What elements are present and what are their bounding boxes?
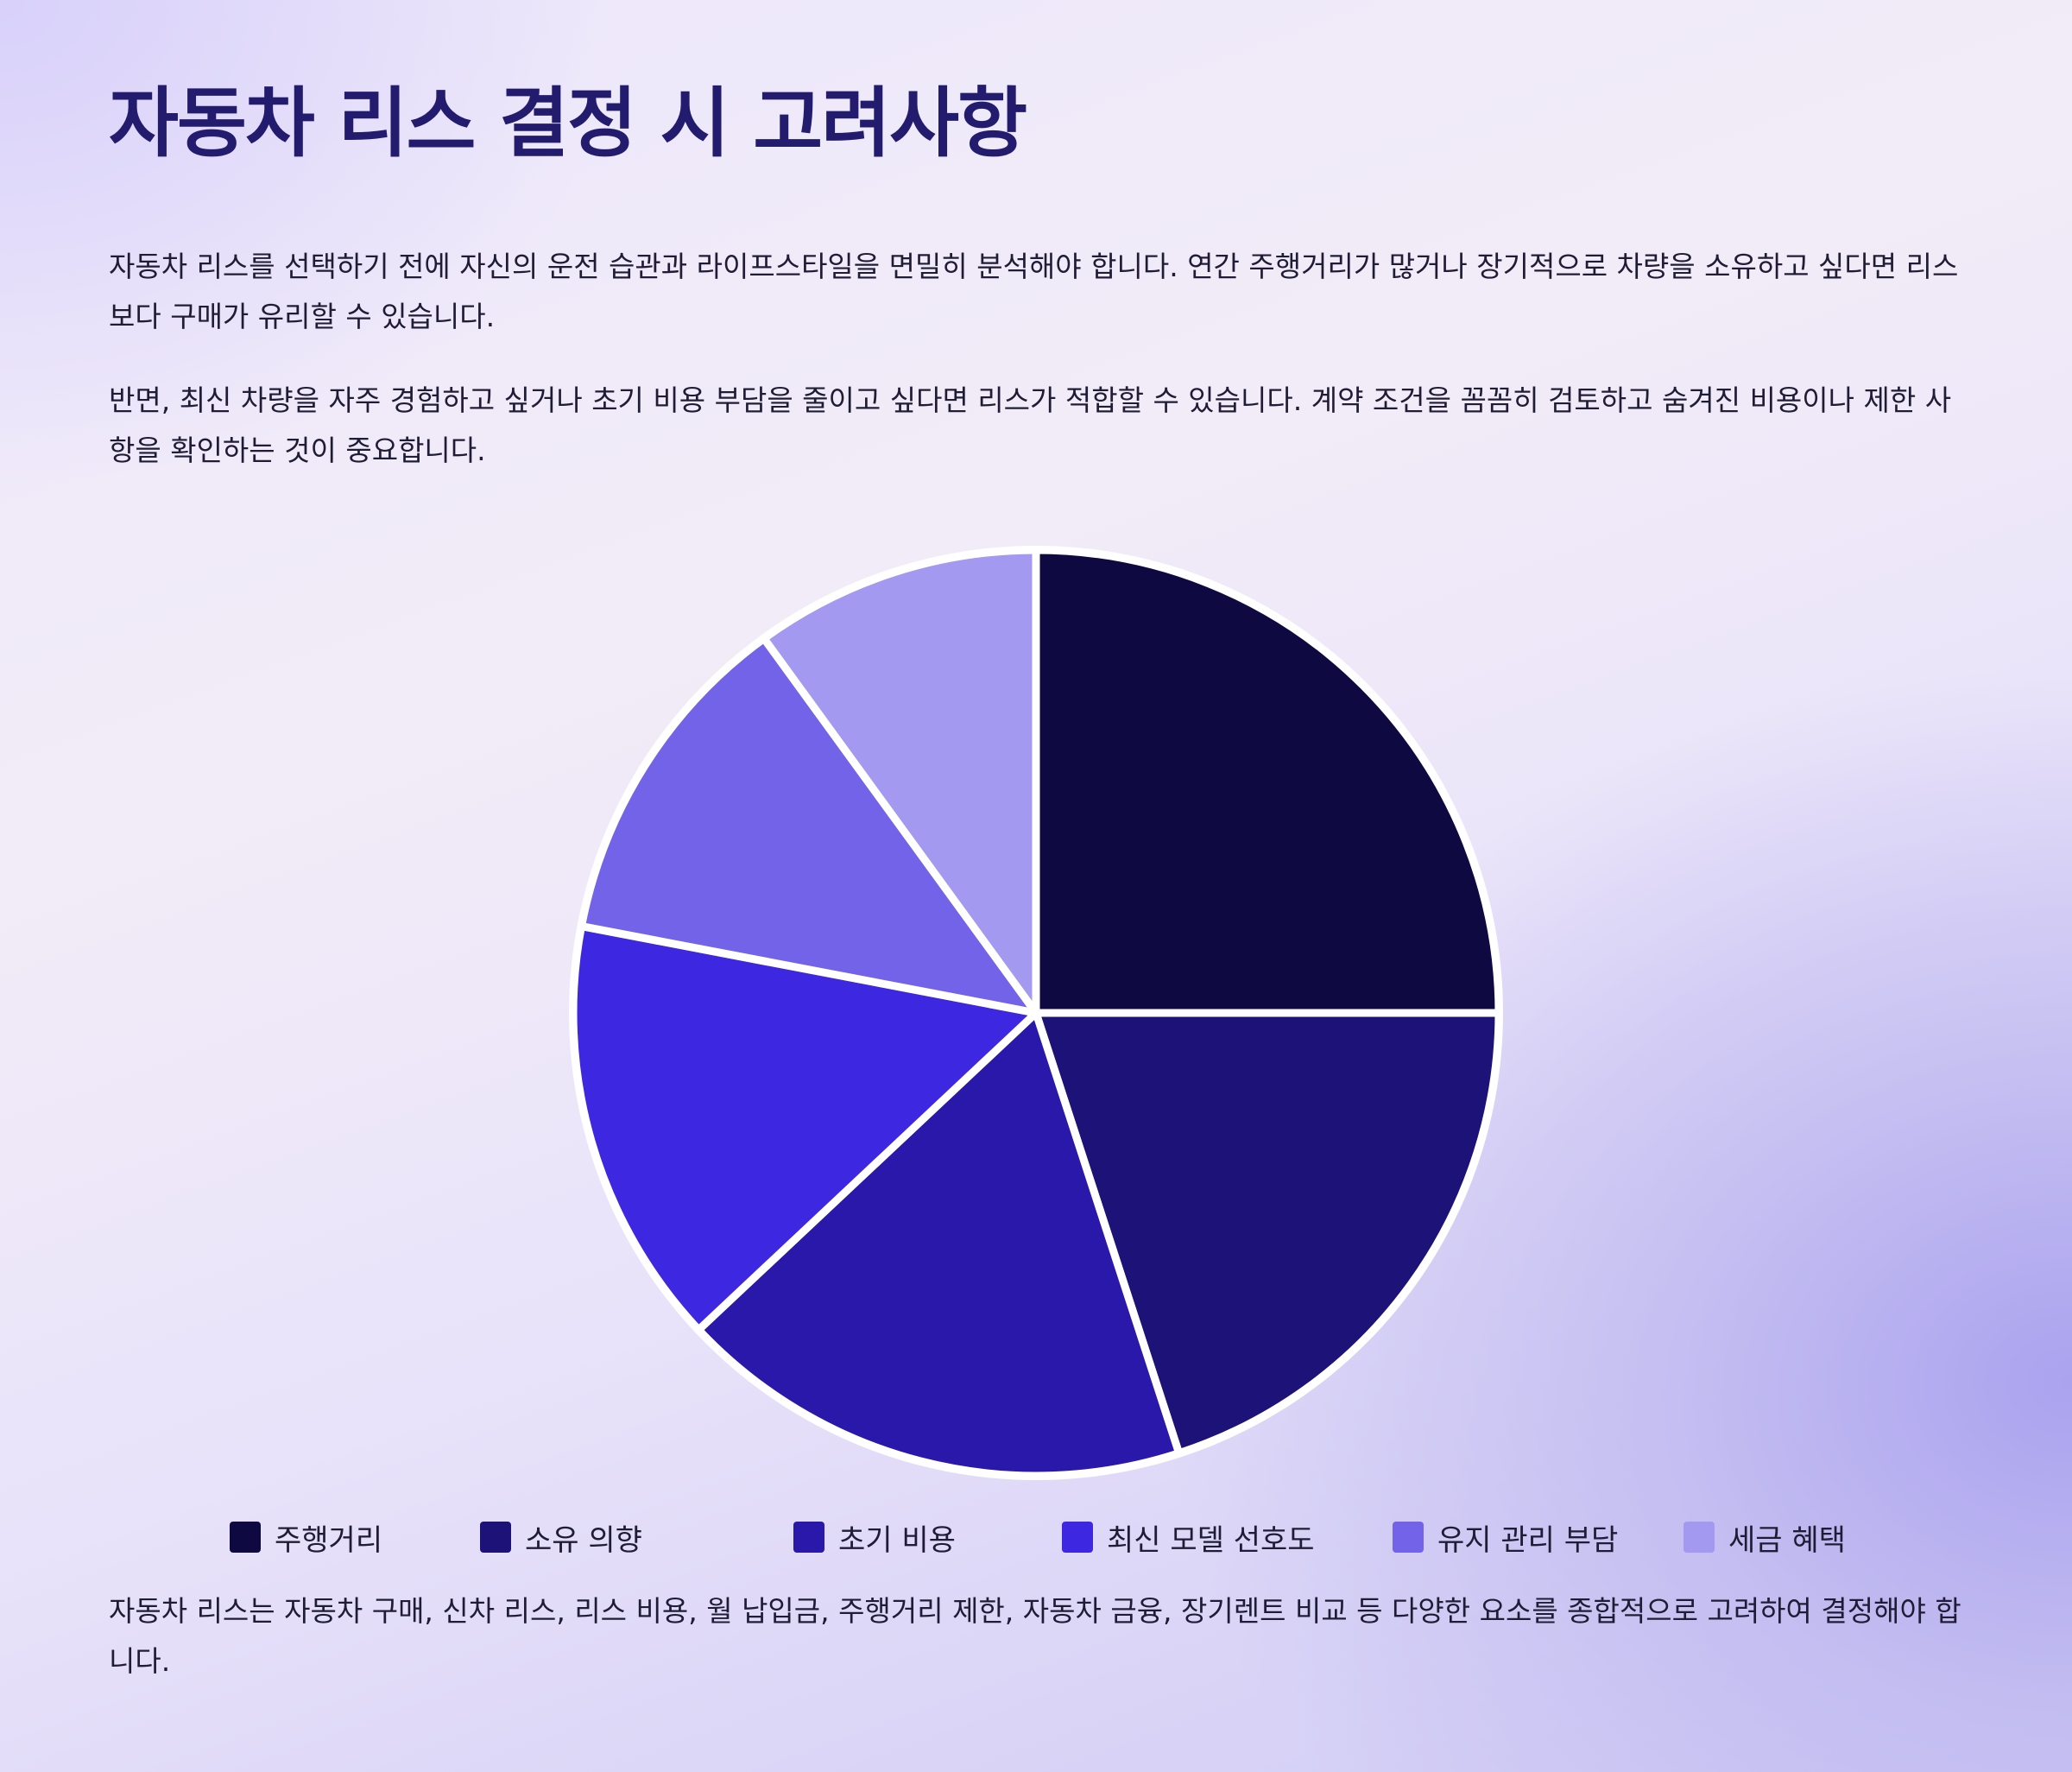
footer-paragraph: 자동차 리스는 자동차 구매, 신차 리스, 리스 비용, 월 납입금, 주행거… — [109, 1594, 1961, 1678]
legend-swatch — [1684, 1522, 1715, 1553]
pie-slice-2[interactable] — [1032, 1009, 1503, 1458]
pie-slice-4[interactable] — [569, 922, 1040, 1334]
pie-chart — [569, 546, 1503, 1480]
pie-slice-1[interactable] — [1032, 546, 1503, 1017]
legend-item[interactable]: 소유 의향 — [480, 1516, 642, 1559]
pie-slice-3[interactable] — [694, 1009, 1184, 1480]
legend-swatch — [793, 1522, 824, 1553]
legend-label: 최신 모델 선호도 — [1107, 1522, 1315, 1558]
legend-item[interactable]: 최신 모델 선호도 — [1062, 1516, 1315, 1559]
legend-label: 주행거리 — [275, 1522, 383, 1558]
chart-legend: 주행거리 소유 의향 초기 비용 최신 모델 선호도 유지 관리 부담 세금 혜택 — [0, 1516, 2072, 1559]
legend-label: 초기 비용 — [838, 1522, 956, 1558]
second-paragraph: 반면, 최신 차량을 자주 경험하고 싶거나 초기 비용 부담을 줄이고 싶다면… — [109, 383, 1952, 467]
legend-swatch — [480, 1522, 511, 1553]
pie-slice-6[interactable] — [760, 546, 1040, 1017]
legend-item[interactable]: 세금 혜택 — [1684, 1516, 1846, 1559]
pie-slice-5[interactable] — [577, 634, 1040, 1017]
legend-swatch — [230, 1522, 261, 1553]
legend-item[interactable]: 초기 비용 — [793, 1516, 956, 1559]
legend-swatch — [1393, 1522, 1424, 1553]
legend-label: 세금 혜택 — [1728, 1522, 1846, 1558]
page-title: 자동차 리스 결정 시 고려사항 — [109, 79, 1027, 168]
legend-item[interactable]: 주행거리 — [230, 1516, 382, 1559]
legend-label: 소유 의향 — [525, 1522, 642, 1558]
pie-chart-container — [0, 518, 2072, 1503]
legend-item[interactable]: 유지 관리 부담 — [1393, 1516, 1618, 1559]
intro-paragraph: 자동차 리스를 선택하기 전에 자신의 운전 습관과 라이프스타일을 면밀히 분… — [109, 250, 1959, 333]
legend-label: 유지 관리 부담 — [1437, 1522, 1619, 1558]
legend-swatch — [1062, 1522, 1093, 1553]
